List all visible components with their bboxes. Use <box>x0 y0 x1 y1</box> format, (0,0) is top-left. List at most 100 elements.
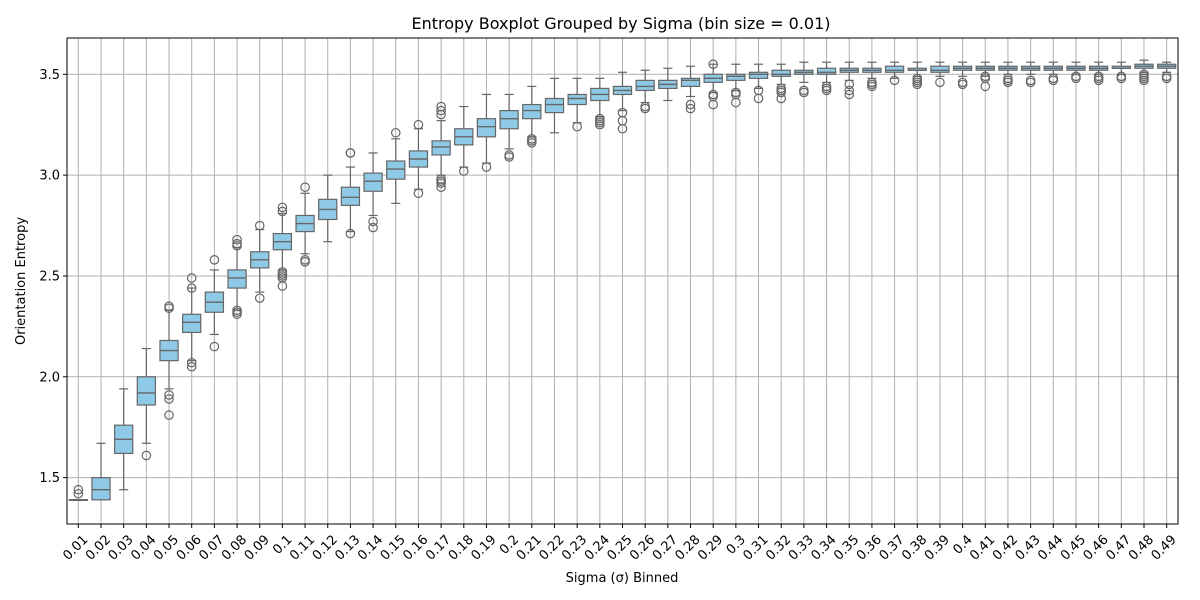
box-0.25 <box>612 71 633 112</box>
iqr-box <box>884 65 905 73</box>
outlier-point <box>1071 73 1081 84</box>
outlier-point <box>912 79 923 90</box>
outlier-point <box>232 309 242 320</box>
box-0.16 <box>408 128 429 190</box>
iqr-box <box>544 97 565 114</box>
box-0.09 <box>250 228 270 293</box>
box-0.21 <box>522 85 542 138</box>
outlier-point <box>458 166 469 176</box>
grid-lines <box>67 38 1178 524</box>
box-0.41 <box>975 61 995 77</box>
outlier-point <box>617 123 628 134</box>
outlier-point <box>980 81 991 92</box>
box-0.3 <box>726 63 746 92</box>
outlier-point <box>957 79 968 90</box>
box-0.05 <box>159 309 179 390</box>
box-0.39 <box>930 61 950 77</box>
outlier-point <box>164 410 174 420</box>
outlier-point <box>640 103 650 114</box>
iqr-box <box>635 79 655 92</box>
x-tick-label: 0.29 <box>695 532 726 563</box>
y-tick-label: 1.5 <box>39 471 60 486</box>
outlier-point <box>209 255 220 265</box>
outlier-point <box>345 148 356 158</box>
outlier-point <box>186 283 197 293</box>
outlier-point <box>844 89 855 100</box>
outlier-point <box>1093 75 1104 86</box>
box-0.46 <box>1088 61 1109 75</box>
iqr-box <box>363 172 383 192</box>
outlier-point <box>1139 75 1149 86</box>
box-0.1 <box>272 212 293 271</box>
outlier-point <box>164 390 174 400</box>
iqr-box <box>182 313 202 334</box>
outlier-point <box>368 216 378 227</box>
box-0.31 <box>748 63 769 90</box>
box-0.19 <box>476 93 497 164</box>
x-axis-label: Sigma (σ) Binned <box>566 571 679 586</box>
box-0.14 <box>363 152 383 217</box>
outlier-point <box>186 361 197 372</box>
box-0.12 <box>318 174 338 243</box>
y-tick-label: 2.0 <box>39 370 60 385</box>
outlier-point <box>708 59 718 70</box>
box-0.07 <box>204 269 225 336</box>
outlier-point <box>753 93 764 104</box>
box-0.03 <box>114 388 134 491</box>
outlier-point <box>799 87 809 98</box>
iqr-box <box>476 118 497 138</box>
outlier-point <box>300 257 310 267</box>
outlier-point <box>277 281 288 291</box>
box-0.4 <box>952 61 973 77</box>
outlier-point <box>889 75 900 86</box>
box-0.26 <box>635 69 655 104</box>
box-0.15 <box>386 138 406 204</box>
outlier-point <box>1025 77 1036 88</box>
iqr-box <box>522 103 542 120</box>
box-0.06 <box>182 287 202 362</box>
x-tick-label: 0.39 <box>922 532 953 563</box>
outlier-point <box>186 357 197 368</box>
outlier-point <box>595 119 605 130</box>
iqr-box <box>386 160 406 180</box>
box-0.02 <box>91 442 111 501</box>
iqr-box <box>726 73 746 81</box>
iqr-box <box>91 477 111 501</box>
x-tick-label: 0.19 <box>468 532 499 563</box>
outlier-point <box>527 138 537 148</box>
outlier-point <box>277 206 288 217</box>
box-0.01 <box>68 499 89 502</box>
box-0.04 <box>136 347 157 444</box>
outlier-point <box>277 202 288 213</box>
outlier-point <box>413 188 424 199</box>
outlier-point <box>685 99 696 110</box>
outlier-point <box>254 220 265 231</box>
box-0.24 <box>590 77 610 118</box>
outlier-point <box>821 85 832 96</box>
outlier-point <box>731 97 741 108</box>
box-0.08 <box>227 247 247 311</box>
iqr-box <box>499 109 519 130</box>
outlier-point <box>300 182 310 193</box>
outlier-point <box>844 85 855 96</box>
outlier-point <box>368 222 378 233</box>
outlier-point <box>254 293 265 303</box>
box-0.28 <box>680 65 701 98</box>
x-axis-ticks: 0.010.020.030.040.050.060.070.080.090.10… <box>60 524 1180 564</box>
outlier-point <box>141 450 152 461</box>
box-0.13 <box>340 166 361 233</box>
outlier-point <box>164 394 174 404</box>
box-0.32 <box>771 63 791 85</box>
box-0.27 <box>658 67 678 102</box>
box-0.37 <box>884 61 905 79</box>
box-0.36 <box>862 61 882 79</box>
outlier-point <box>232 238 242 249</box>
box-0.23 <box>567 77 587 124</box>
box-series <box>68 59 1177 502</box>
y-axis-ticks: 1.5 2.0 2.5 3.0 3.5 <box>39 68 67 486</box>
outlier-point <box>504 152 514 162</box>
box-0.17 <box>431 120 451 176</box>
outlier-point <box>844 79 855 90</box>
outlier-point <box>481 162 492 172</box>
